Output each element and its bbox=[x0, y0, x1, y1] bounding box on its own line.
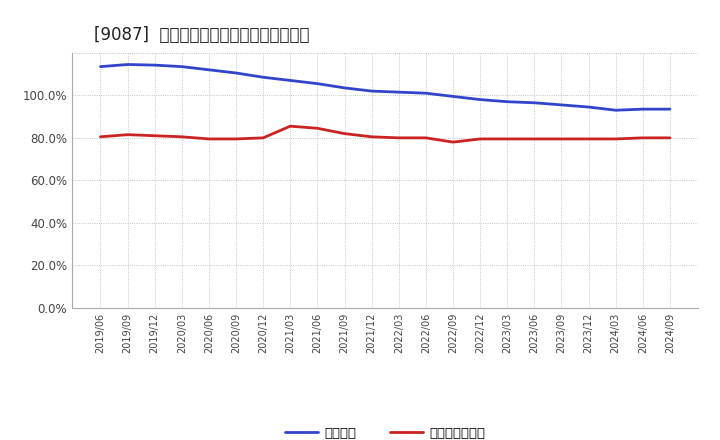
固定比率 bbox=[449, 94, 457, 99]
固定比率 bbox=[503, 99, 511, 104]
固定比率 bbox=[395, 89, 403, 95]
固定長期適合率 bbox=[286, 124, 294, 129]
固定長期適合率 bbox=[611, 136, 620, 142]
固定比率 bbox=[341, 85, 349, 91]
Line: 固定比率: 固定比率 bbox=[101, 65, 670, 110]
固定長期適合率 bbox=[367, 134, 376, 139]
固定長期適合率 bbox=[639, 135, 647, 140]
固定長期適合率 bbox=[530, 136, 539, 142]
固定長期適合率 bbox=[584, 136, 593, 142]
固定比率 bbox=[313, 81, 322, 86]
固定比率 bbox=[584, 104, 593, 110]
固定比率 bbox=[639, 106, 647, 112]
固定比率 bbox=[611, 107, 620, 113]
固定比率 bbox=[367, 88, 376, 94]
固定比率 bbox=[204, 67, 213, 73]
固定長期適合率 bbox=[341, 131, 349, 136]
固定長期適合率 bbox=[259, 135, 268, 140]
固定長期適合率 bbox=[665, 135, 674, 140]
固定比率 bbox=[178, 64, 186, 69]
固定比率 bbox=[665, 106, 674, 112]
固定比率 bbox=[232, 70, 240, 76]
固定長期適合率 bbox=[395, 135, 403, 140]
固定長期適合率 bbox=[150, 133, 159, 139]
固定長期適合率 bbox=[503, 136, 511, 142]
固定比率 bbox=[476, 97, 485, 102]
固定比率 bbox=[286, 78, 294, 83]
固定長期適合率 bbox=[449, 139, 457, 145]
固定比率 bbox=[150, 62, 159, 68]
固定長期適合率 bbox=[421, 135, 430, 140]
固定比率 bbox=[557, 102, 566, 107]
固定比率 bbox=[96, 64, 105, 69]
固定長期適合率 bbox=[313, 126, 322, 131]
固定比率 bbox=[123, 62, 132, 67]
固定比率 bbox=[530, 100, 539, 106]
固定長期適合率 bbox=[123, 132, 132, 137]
固定長期適合率 bbox=[204, 136, 213, 142]
固定比率 bbox=[259, 75, 268, 80]
固定長期適合率 bbox=[178, 134, 186, 139]
Legend: 固定比率, 固定長期適合率: 固定比率, 固定長期適合率 bbox=[280, 422, 490, 440]
固定長期適合率 bbox=[557, 136, 566, 142]
固定長期適合率 bbox=[232, 136, 240, 142]
固定比率 bbox=[421, 91, 430, 96]
Text: [9087]  固定比率、固定長期適合率の推移: [9087] 固定比率、固定長期適合率の推移 bbox=[94, 26, 309, 44]
固定長期適合率 bbox=[476, 136, 485, 142]
固定長期適合率 bbox=[96, 134, 105, 139]
Line: 固定長期適合率: 固定長期適合率 bbox=[101, 126, 670, 142]
